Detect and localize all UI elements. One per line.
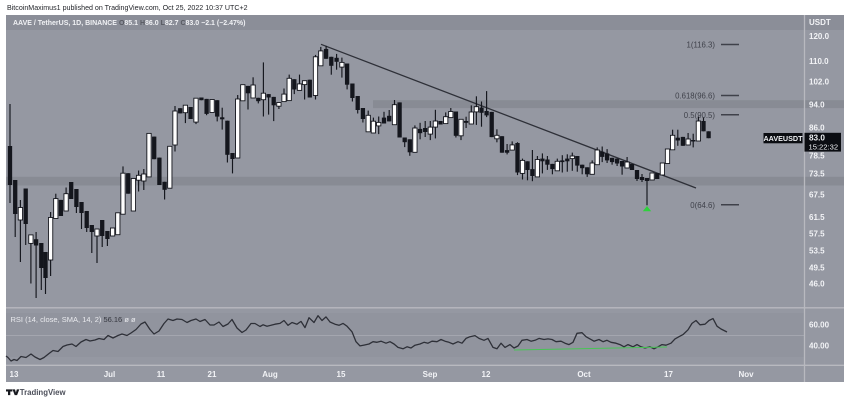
svg-text:Sep: Sep [423, 370, 438, 379]
svg-text:USDT: USDT [809, 18, 831, 27]
svg-text:86.0: 86.0 [809, 123, 825, 132]
svg-text:21: 21 [208, 370, 217, 379]
svg-text:73.5: 73.5 [809, 170, 825, 179]
svg-text:83.0: 83.0 [809, 133, 825, 142]
svg-text:12: 12 [482, 370, 491, 379]
svg-text:1(116.3): 1(116.3) [687, 41, 716, 50]
svg-text:0.5(90.5): 0.5(90.5) [684, 111, 716, 120]
svg-text:46.0: 46.0 [809, 280, 825, 289]
svg-text:BitcoinMaximus1 published on T: BitcoinMaximus1 published on TradingView… [7, 4, 248, 12]
svg-text:40.00: 40.00 [809, 342, 830, 351]
svg-text:49.5: 49.5 [809, 264, 825, 273]
svg-text:94.0: 94.0 [809, 101, 825, 110]
svg-text:110.0: 110.0 [809, 57, 829, 66]
svg-text:RSI (14, close, SMA, 14, 2) 5: RSI (14, close, SMA, 14, 2) 56.16 ø ø [11, 315, 136, 324]
svg-text:13: 13 [10, 370, 19, 379]
svg-text:60.00: 60.00 [809, 321, 830, 330]
svg-text:AAVEUSDT: AAVEUSDT [763, 134, 803, 143]
svg-text:0.618(96.6): 0.618(96.6) [675, 92, 715, 101]
svg-text:53.5: 53.5 [809, 247, 825, 256]
svg-text:67.5: 67.5 [809, 191, 825, 200]
svg-text:61.5: 61.5 [809, 213, 825, 222]
svg-text:15: 15 [337, 370, 346, 379]
svg-text:Jul: Jul [104, 370, 116, 379]
svg-text:AAVE / TetherUS, 1D, BINANCE: AAVE / TetherUS, 1D, BINANCE O85.1 H86.0… [13, 20, 245, 27]
svg-text:17: 17 [664, 370, 673, 379]
svg-text:102.0: 102.0 [809, 78, 830, 87]
svg-text:Aug: Aug [262, 370, 278, 379]
svg-text:78.5: 78.5 [809, 152, 825, 161]
svg-text:57.5: 57.5 [809, 230, 825, 239]
svg-text:15:22:32: 15:22:32 [809, 142, 839, 151]
svg-text:0(64.6): 0(64.6) [690, 201, 715, 210]
svg-text:120.0: 120.0 [809, 32, 830, 41]
svg-text:11: 11 [157, 370, 166, 379]
svg-text:Oct: Oct [577, 370, 591, 379]
svg-text:Nov: Nov [738, 370, 754, 379]
svg-text:TradingView: TradingView [20, 388, 67, 397]
